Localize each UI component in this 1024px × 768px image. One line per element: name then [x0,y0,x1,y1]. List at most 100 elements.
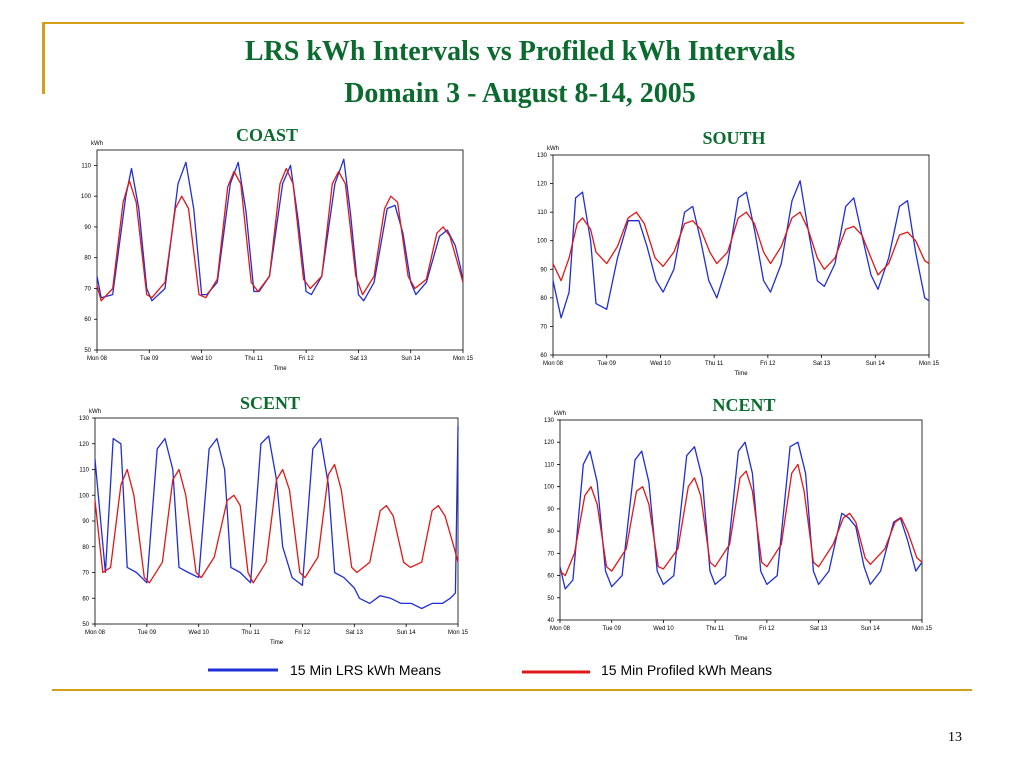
x-tick-label: Sun 14 [866,361,886,367]
y-axis-label: kWh [91,141,103,147]
x-tick-label: Wed 10 [650,361,671,367]
y-tick-label: 110 [79,468,89,474]
y-axis-label: kWh [554,411,566,417]
x-tick-label: Fri 12 [760,361,776,367]
page-number: 13 [948,730,962,745]
x-tick-label: Thu 11 [705,361,724,367]
profiled-series-line-coast [96,167,464,302]
profiled-series-line-scent [94,463,459,584]
y-tick-label: 80 [84,256,91,262]
top-left-rule-vertical [42,22,45,94]
lrs-series-line-south [552,180,930,319]
x-tick-label: Wed 10 [188,630,209,636]
y-tick-label: 50 [547,596,554,602]
x-tick-label: Mon 08 [85,630,106,636]
legend-swatch-profiled [522,670,590,674]
plot-frame-scent [94,417,459,625]
y-tick-label: 40 [547,618,554,624]
y-tick-label: 80 [540,296,547,302]
y-tick-label: 90 [84,225,91,231]
y-tick-label: 60 [540,353,547,359]
chart-title-coast: COAST [235,125,298,145]
x-tick-label: Mon 15 [453,356,474,362]
plot-frame-ncent [559,419,923,621]
legend-label-profiled: 15 Min Profiled kWh Means [601,662,773,678]
plot-frame-coast [96,149,464,351]
y-tick-label: 50 [82,622,89,628]
x-tick-label: Tue 09 [597,361,616,367]
top-rule [42,22,964,24]
y-tick-label: 60 [547,574,554,580]
x-tick-label: Tue 09 [140,356,159,362]
x-tick-label: Tue 09 [602,626,621,632]
bottom-rule [52,689,972,691]
x-tick-label: Sat 13 [813,361,831,367]
x-tick-label: Sat 13 [810,626,828,632]
x-tick-label: Fri 12 [298,356,314,362]
profiled-series-line-ncent [559,463,923,577]
y-tick-label: 100 [79,493,90,499]
plot-frame-south [552,154,930,356]
x-tick-label: Mon 08 [543,361,564,367]
y-tick-label: 80 [547,529,554,535]
x-tick-label: Thu 11 [706,626,725,632]
x-axis-label: Time [734,636,748,642]
x-tick-label: Sat 13 [350,356,368,362]
y-tick-label: 70 [540,324,547,330]
chart-title-scent: SCENT [239,393,301,413]
lrs-series-line-coast [96,158,464,302]
chart-title-ncent: NCENT [712,395,776,415]
y-tick-label: 50 [84,348,91,354]
x-axis-label: Time [734,371,748,377]
x-tick-label: Sun 14 [401,356,421,362]
y-tick-label: 130 [537,153,548,159]
y-tick-label: 70 [84,286,91,292]
x-tick-label: Thu 11 [241,630,260,636]
y-tick-label: 70 [82,571,89,577]
y-axis-label: kWh [89,409,101,415]
y-tick-label: 60 [84,317,91,323]
x-tick-label: Sun 14 [861,626,881,632]
y-tick-label: 70 [547,551,554,557]
slide-title: LRS kWh Intervals vs Profiled kWh Interv… [244,36,796,67]
y-tick-label: 100 [81,194,92,200]
legend-label-lrs: 15 Min LRS kWh Means [290,662,441,678]
x-axis-label: Time [273,366,287,372]
x-tick-label: Mon 08 [87,356,108,362]
y-tick-label: 120 [537,182,548,188]
y-tick-label: 110 [81,163,91,169]
chart-title-south: SOUTH [702,128,766,148]
y-axis-label: kWh [547,146,559,152]
x-tick-label: Tue 09 [138,630,157,636]
profiled-series-line-south [552,211,930,282]
x-tick-label: Sun 14 [397,630,417,636]
x-tick-label: Fri 12 [295,630,311,636]
x-tick-label: Mon 15 [912,626,933,632]
y-tick-label: 120 [79,442,90,448]
y-tick-label: 120 [544,440,555,446]
x-tick-label: Mon 15 [448,630,469,636]
x-tick-label: Wed 10 [191,356,212,362]
y-tick-label: 110 [544,462,554,468]
y-tick-label: 130 [544,418,555,424]
x-tick-label: Wed 10 [653,626,674,632]
lrs-series-line-ncent [559,441,923,590]
lrs-series-line-scent [94,425,459,610]
y-tick-label: 90 [82,519,89,525]
y-tick-label: 130 [79,416,90,422]
y-tick-label: 90 [547,507,554,513]
legend-swatch-lrs [208,668,278,672]
y-tick-label: 100 [537,239,548,245]
y-tick-label: 90 [540,267,547,273]
slide-subtitle: Domain 3 - August 8-14, 2005 [344,78,696,109]
x-tick-label: Mon 15 [919,361,940,367]
x-tick-label: Sat 13 [346,630,364,636]
y-tick-label: 60 [82,596,89,602]
x-tick-label: Fri 12 [759,626,775,632]
x-axis-label: Time [270,640,284,646]
y-tick-label: 100 [544,485,555,491]
x-tick-label: Thu 11 [245,356,264,362]
y-tick-label: 80 [82,545,89,551]
y-tick-label: 110 [537,210,547,216]
